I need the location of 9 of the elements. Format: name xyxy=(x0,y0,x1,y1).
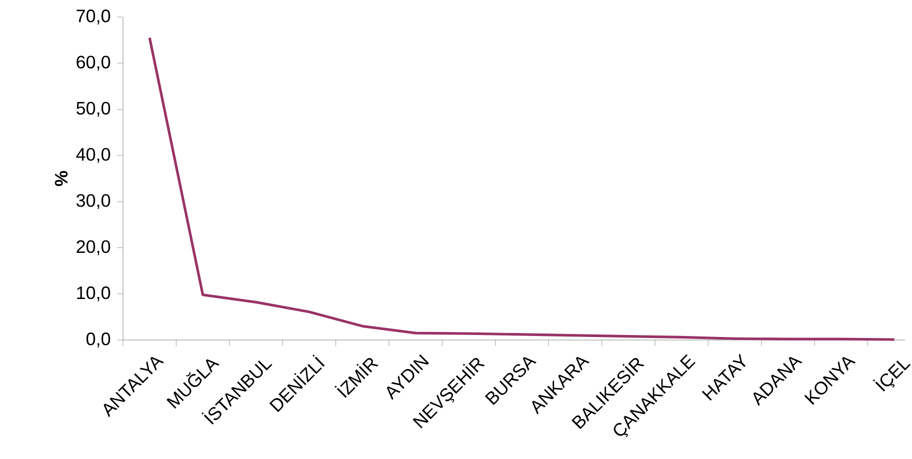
y-tick-label: 0,0 xyxy=(86,332,110,348)
y-tick-label: 50,0 xyxy=(76,102,110,117)
y-tick-label: 40,0 xyxy=(76,148,110,163)
y-tick-label: 70,0 xyxy=(76,10,110,24)
y-tick-label: 60,0 xyxy=(76,56,110,71)
y-axis-title: % xyxy=(54,170,68,186)
y-tick-label: 20,0 xyxy=(76,240,110,256)
y-tick-label: 10,0 xyxy=(77,286,110,302)
y-tick-label: 30,0 xyxy=(76,194,110,210)
